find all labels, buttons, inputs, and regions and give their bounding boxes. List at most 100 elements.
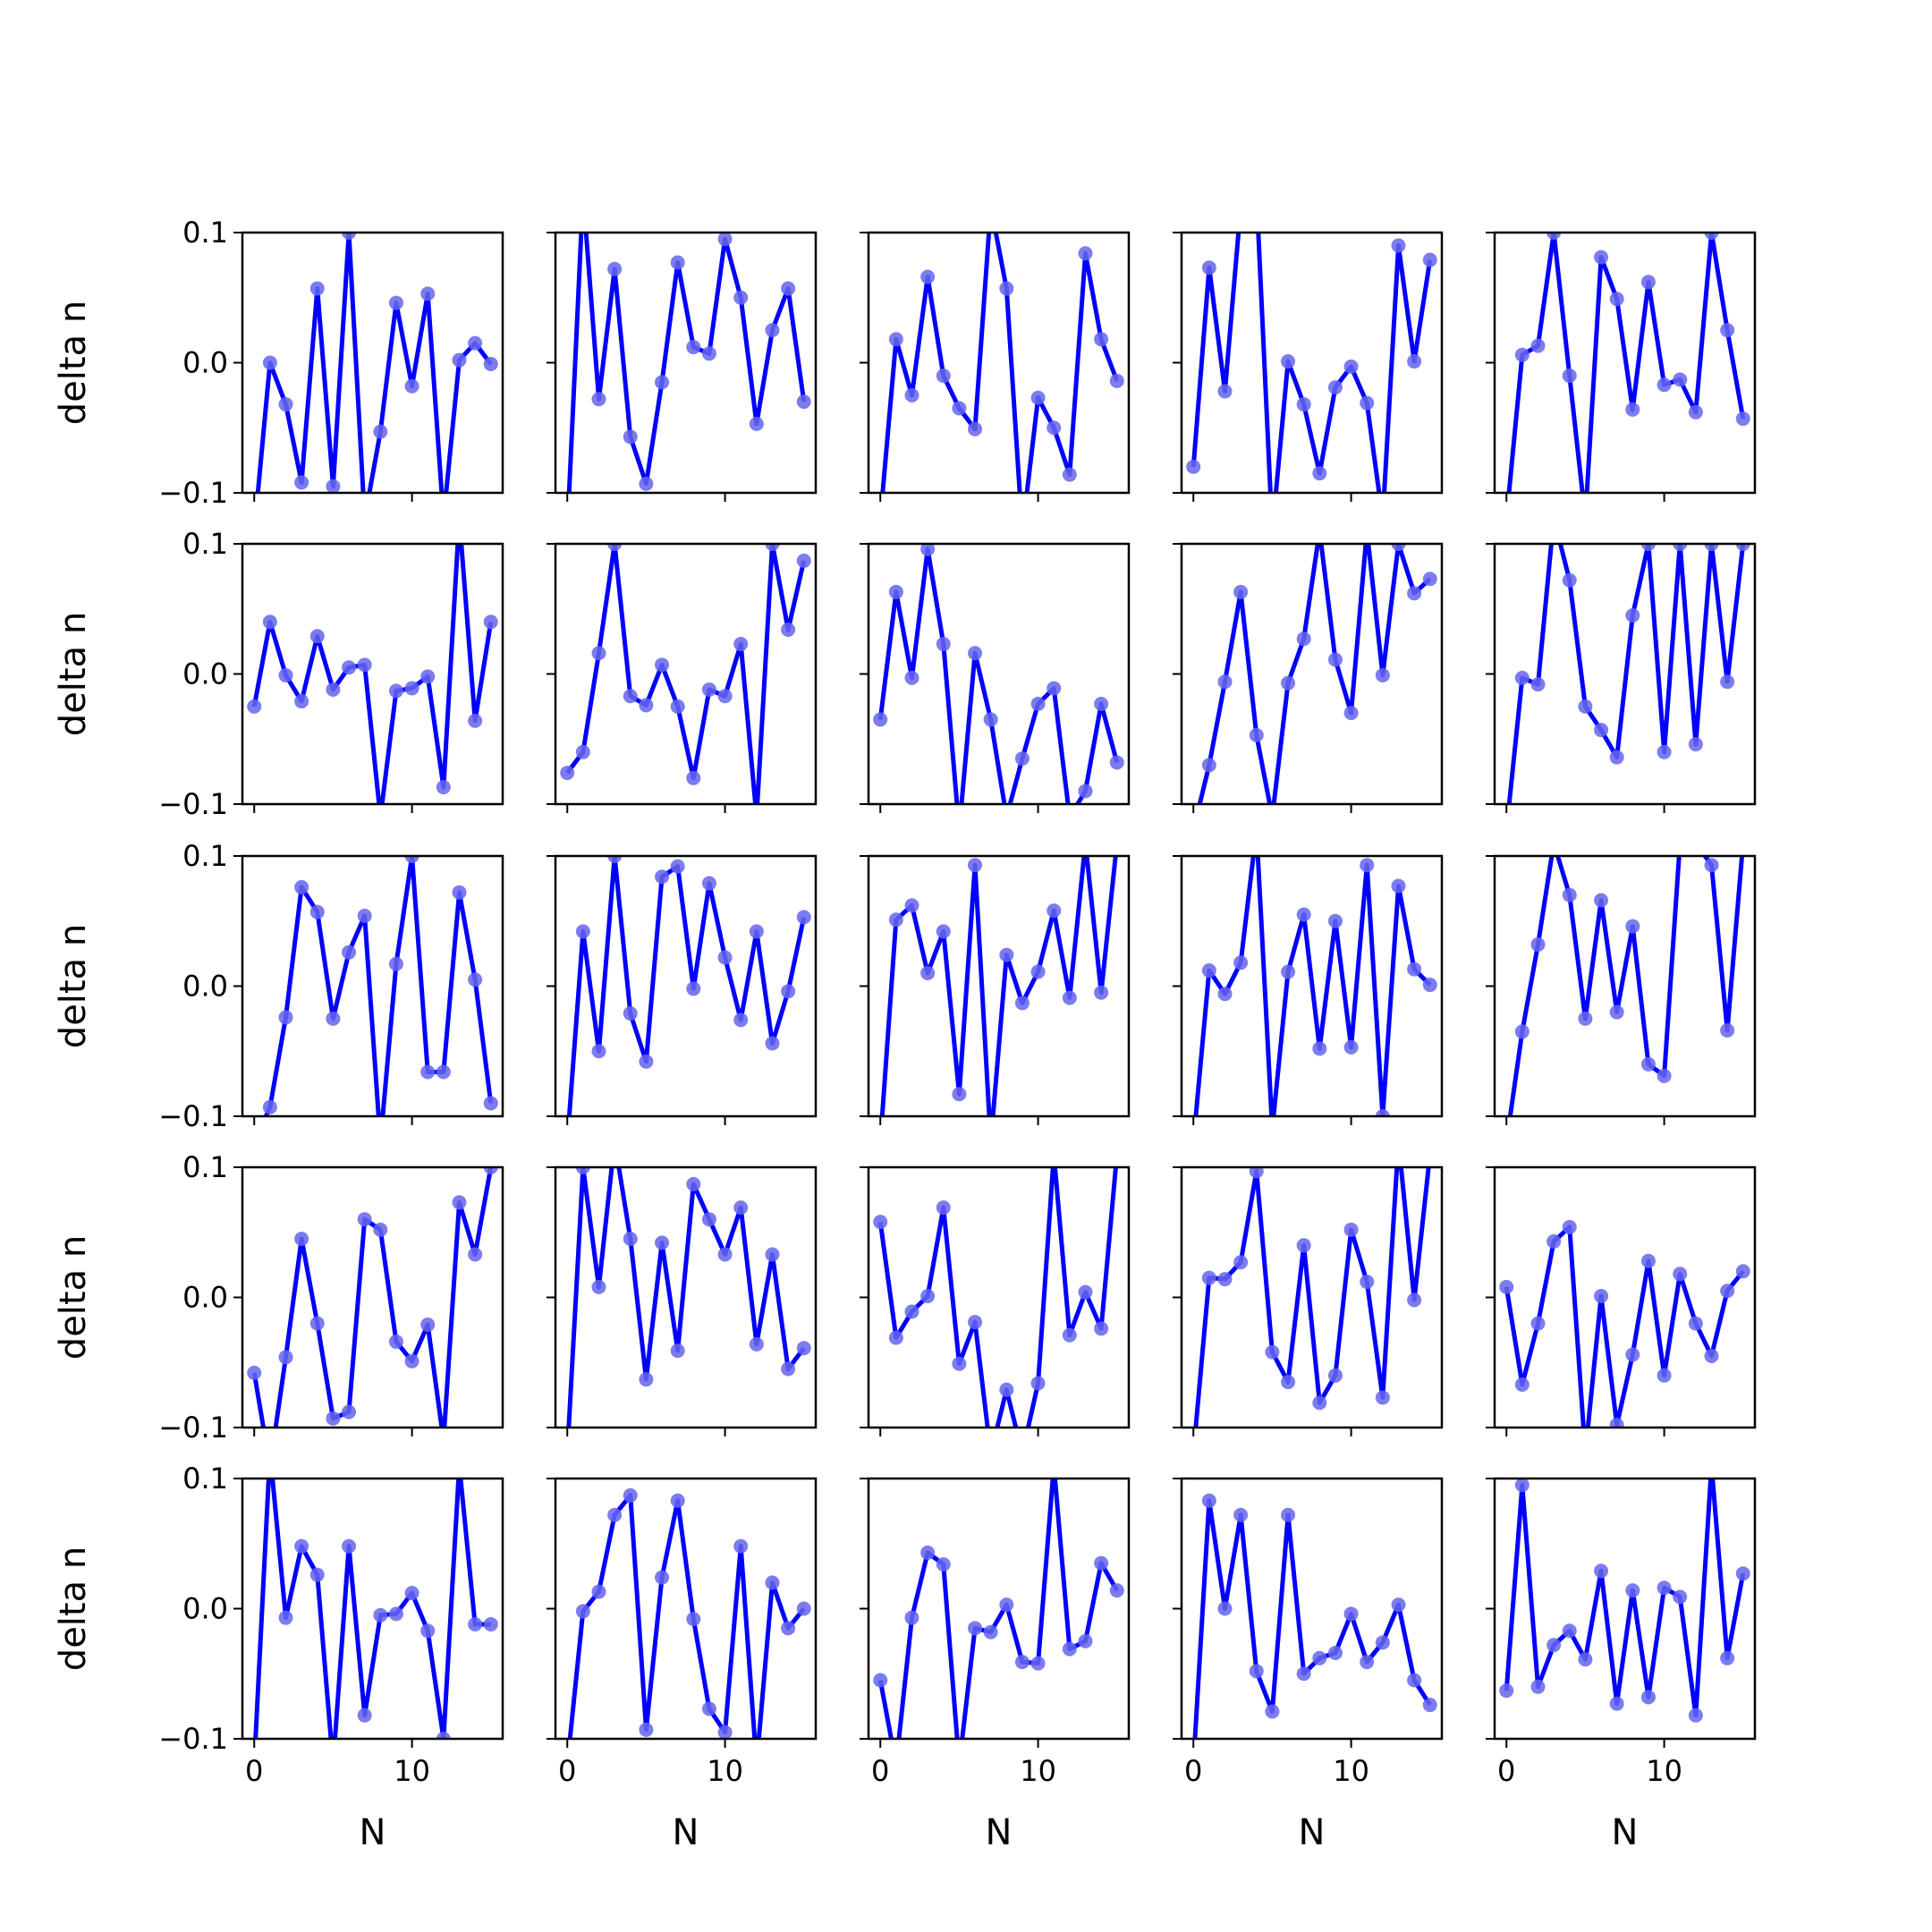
data-point [701, 682, 716, 697]
data-point [1201, 963, 1216, 979]
data-point [1546, 1638, 1562, 1653]
y-tick-label: 0.0 [182, 970, 228, 1004]
subplot-r1-c2 [547, 231, 818, 502]
data-point [1514, 1377, 1530, 1392]
data-point [1062, 1327, 1077, 1343]
data-point [1407, 354, 1422, 369]
data-point [404, 1586, 419, 1601]
data-point [1217, 384, 1233, 399]
data-point [388, 1334, 403, 1349]
data-point [1530, 677, 1546, 692]
data-point [1640, 544, 1656, 551]
data-point [936, 637, 951, 652]
data-point [639, 698, 654, 713]
x-tick-label: 0 [871, 1754, 889, 1788]
data-point [420, 1623, 436, 1639]
data-point [904, 898, 919, 913]
data-point [1078, 1284, 1093, 1300]
data-point [670, 255, 685, 270]
data-point [1609, 1418, 1624, 1428]
series-line [877, 1167, 1118, 1428]
data-point [936, 1557, 951, 1572]
data-point [781, 1361, 796, 1377]
series-group [1506, 233, 1750, 493]
data-point [1391, 878, 1406, 894]
data-point [936, 369, 951, 384]
data-point [701, 1212, 716, 1227]
data-point [326, 479, 341, 493]
data-point [1281, 675, 1296, 691]
data-point [1201, 1493, 1216, 1508]
series-line [255, 233, 493, 493]
data-point [686, 770, 701, 785]
data-point [420, 1064, 436, 1080]
data-point [904, 387, 919, 402]
subplot-r4-c2 [547, 1165, 818, 1436]
data-point [1720, 1284, 1735, 1299]
data-point [1673, 1267, 1688, 1282]
data-point [420, 1318, 436, 1333]
data-point [294, 694, 309, 709]
data-point [1625, 1347, 1640, 1362]
data-point [1375, 667, 1390, 682]
data-point [968, 1315, 983, 1330]
data-point [999, 281, 1014, 296]
data-point [968, 1621, 983, 1636]
data-point [452, 352, 467, 368]
data-point [607, 544, 623, 551]
data-point [1094, 696, 1109, 711]
series-group [560, 544, 811, 804]
data-point [1343, 359, 1359, 374]
data-point [733, 1538, 749, 1554]
series-group [873, 544, 1124, 804]
data-point [278, 1010, 293, 1025]
data-point [1407, 1673, 1422, 1688]
data-point [1704, 233, 1719, 240]
data-point [1625, 919, 1640, 934]
data-point [1186, 459, 1201, 474]
subplot-r1-c4 [1173, 231, 1444, 502]
y-axis-label: delta n [53, 924, 94, 1048]
subplot-r3-c2 [547, 854, 818, 1125]
subplot-r4-c5 [1486, 1165, 1757, 1436]
data-point [388, 956, 403, 971]
data-point [1594, 250, 1609, 265]
x-tick-label: 10 [1646, 1754, 1682, 1788]
data-point [1720, 323, 1735, 338]
data-point [717, 1724, 733, 1739]
data-point [468, 972, 483, 987]
x-axis-label: N [673, 1812, 699, 1853]
data-point [1217, 987, 1233, 1002]
data-point [1375, 1635, 1390, 1650]
series-group [1506, 544, 1750, 804]
data-point [420, 669, 436, 684]
data-point [357, 1707, 372, 1723]
data-point [591, 1279, 606, 1294]
data-point [1530, 338, 1546, 353]
series-group [567, 1487, 811, 1739]
data-point [373, 1607, 388, 1623]
data-point [765, 544, 780, 551]
subplot-r2-c5 [1486, 542, 1757, 813]
data-point [404, 378, 419, 394]
data-point [1360, 395, 1375, 411]
data-point [1233, 955, 1249, 970]
data-point [1249, 1167, 1264, 1179]
data-point [968, 646, 983, 661]
data-point [936, 924, 951, 939]
data-point [781, 1621, 796, 1636]
data-point [701, 346, 716, 361]
data-point [1296, 1666, 1311, 1682]
data-point [670, 699, 685, 714]
data-point [278, 667, 293, 682]
series-group [873, 1479, 1124, 1739]
data-point [733, 290, 749, 305]
data-point [655, 1235, 670, 1250]
data-point [639, 1722, 654, 1737]
data-point [388, 1606, 403, 1622]
data-point [1312, 1041, 1327, 1056]
data-point [733, 1013, 749, 1028]
data-point [1657, 1368, 1672, 1383]
x-tick-label: 0 [1497, 1754, 1515, 1788]
data-point [1657, 1580, 1672, 1596]
